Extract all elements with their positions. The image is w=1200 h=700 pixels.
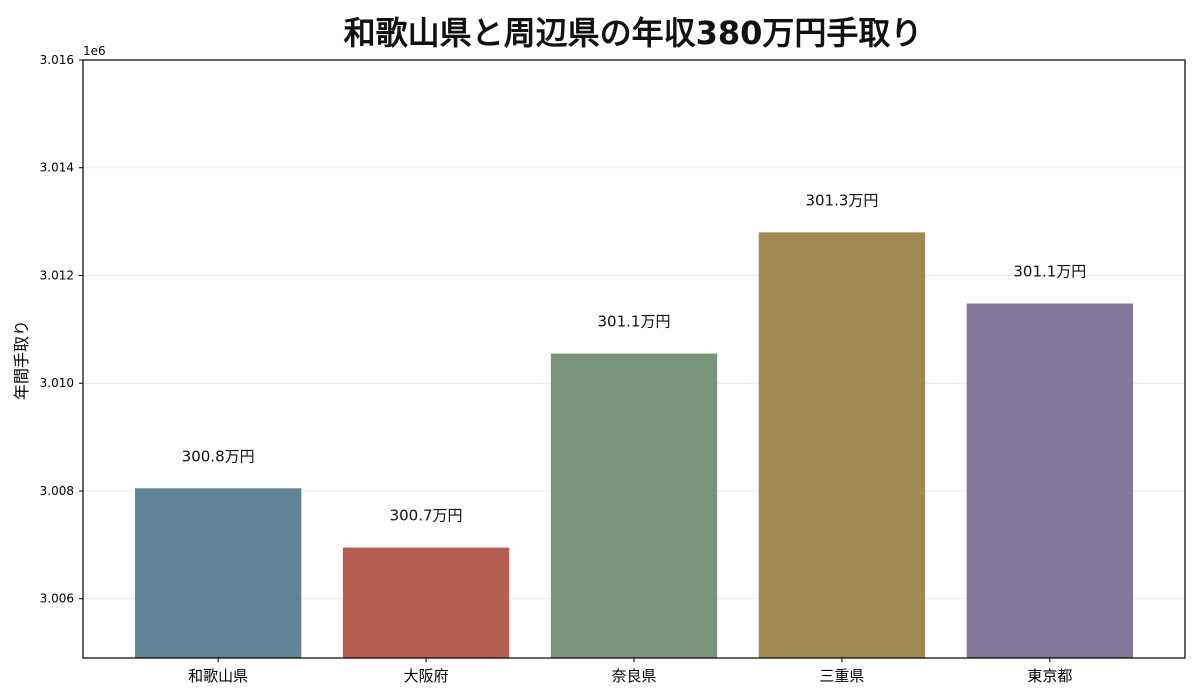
bar-3	[550, 353, 718, 658]
bars-layer: 300.8万円 300.7万円 301.1万円 301.3万円 301.1万円	[134, 191, 1134, 658]
data-label: 300.8万円	[182, 447, 255, 465]
x-tick-label: 奈良県	[611, 667, 656, 685]
y-tick-label: 3.006	[40, 592, 74, 606]
bar-1	[134, 488, 302, 658]
y-tick-label: 3.016	[40, 53, 74, 67]
y-tick-label: 3.008	[40, 484, 74, 498]
bar-4	[758, 232, 926, 658]
x-tick-label: 和歌山県	[188, 667, 248, 685]
data-label: 300.7万円	[390, 507, 463, 525]
y-offset-label: 1e6	[83, 44, 106, 58]
y-tick-label: 3.010	[40, 376, 74, 390]
x-tick-label: 大阪府	[404, 667, 449, 685]
y-tick-label: 3.014	[40, 161, 74, 175]
x-tick-label: 東京都	[1027, 667, 1072, 685]
bar-5	[966, 303, 1134, 658]
axes-layer: 3.006 3.008 3.010 3.012 3.014 3.016 和歌山県 大阪府 奈良県…	[40, 53, 1073, 685]
y-axis-label: 年間手取り	[12, 320, 31, 400]
data-label: 301.1万円	[1013, 263, 1086, 281]
chart-title: 和歌山県と周辺県の年収380万円手取り	[343, 14, 923, 52]
data-label: 301.1万円	[598, 313, 671, 331]
bar-2	[342, 547, 510, 658]
x-tick-label: 三重県	[819, 667, 864, 685]
y-tick-label: 3.012	[40, 268, 74, 282]
data-label: 301.3万円	[805, 191, 878, 209]
